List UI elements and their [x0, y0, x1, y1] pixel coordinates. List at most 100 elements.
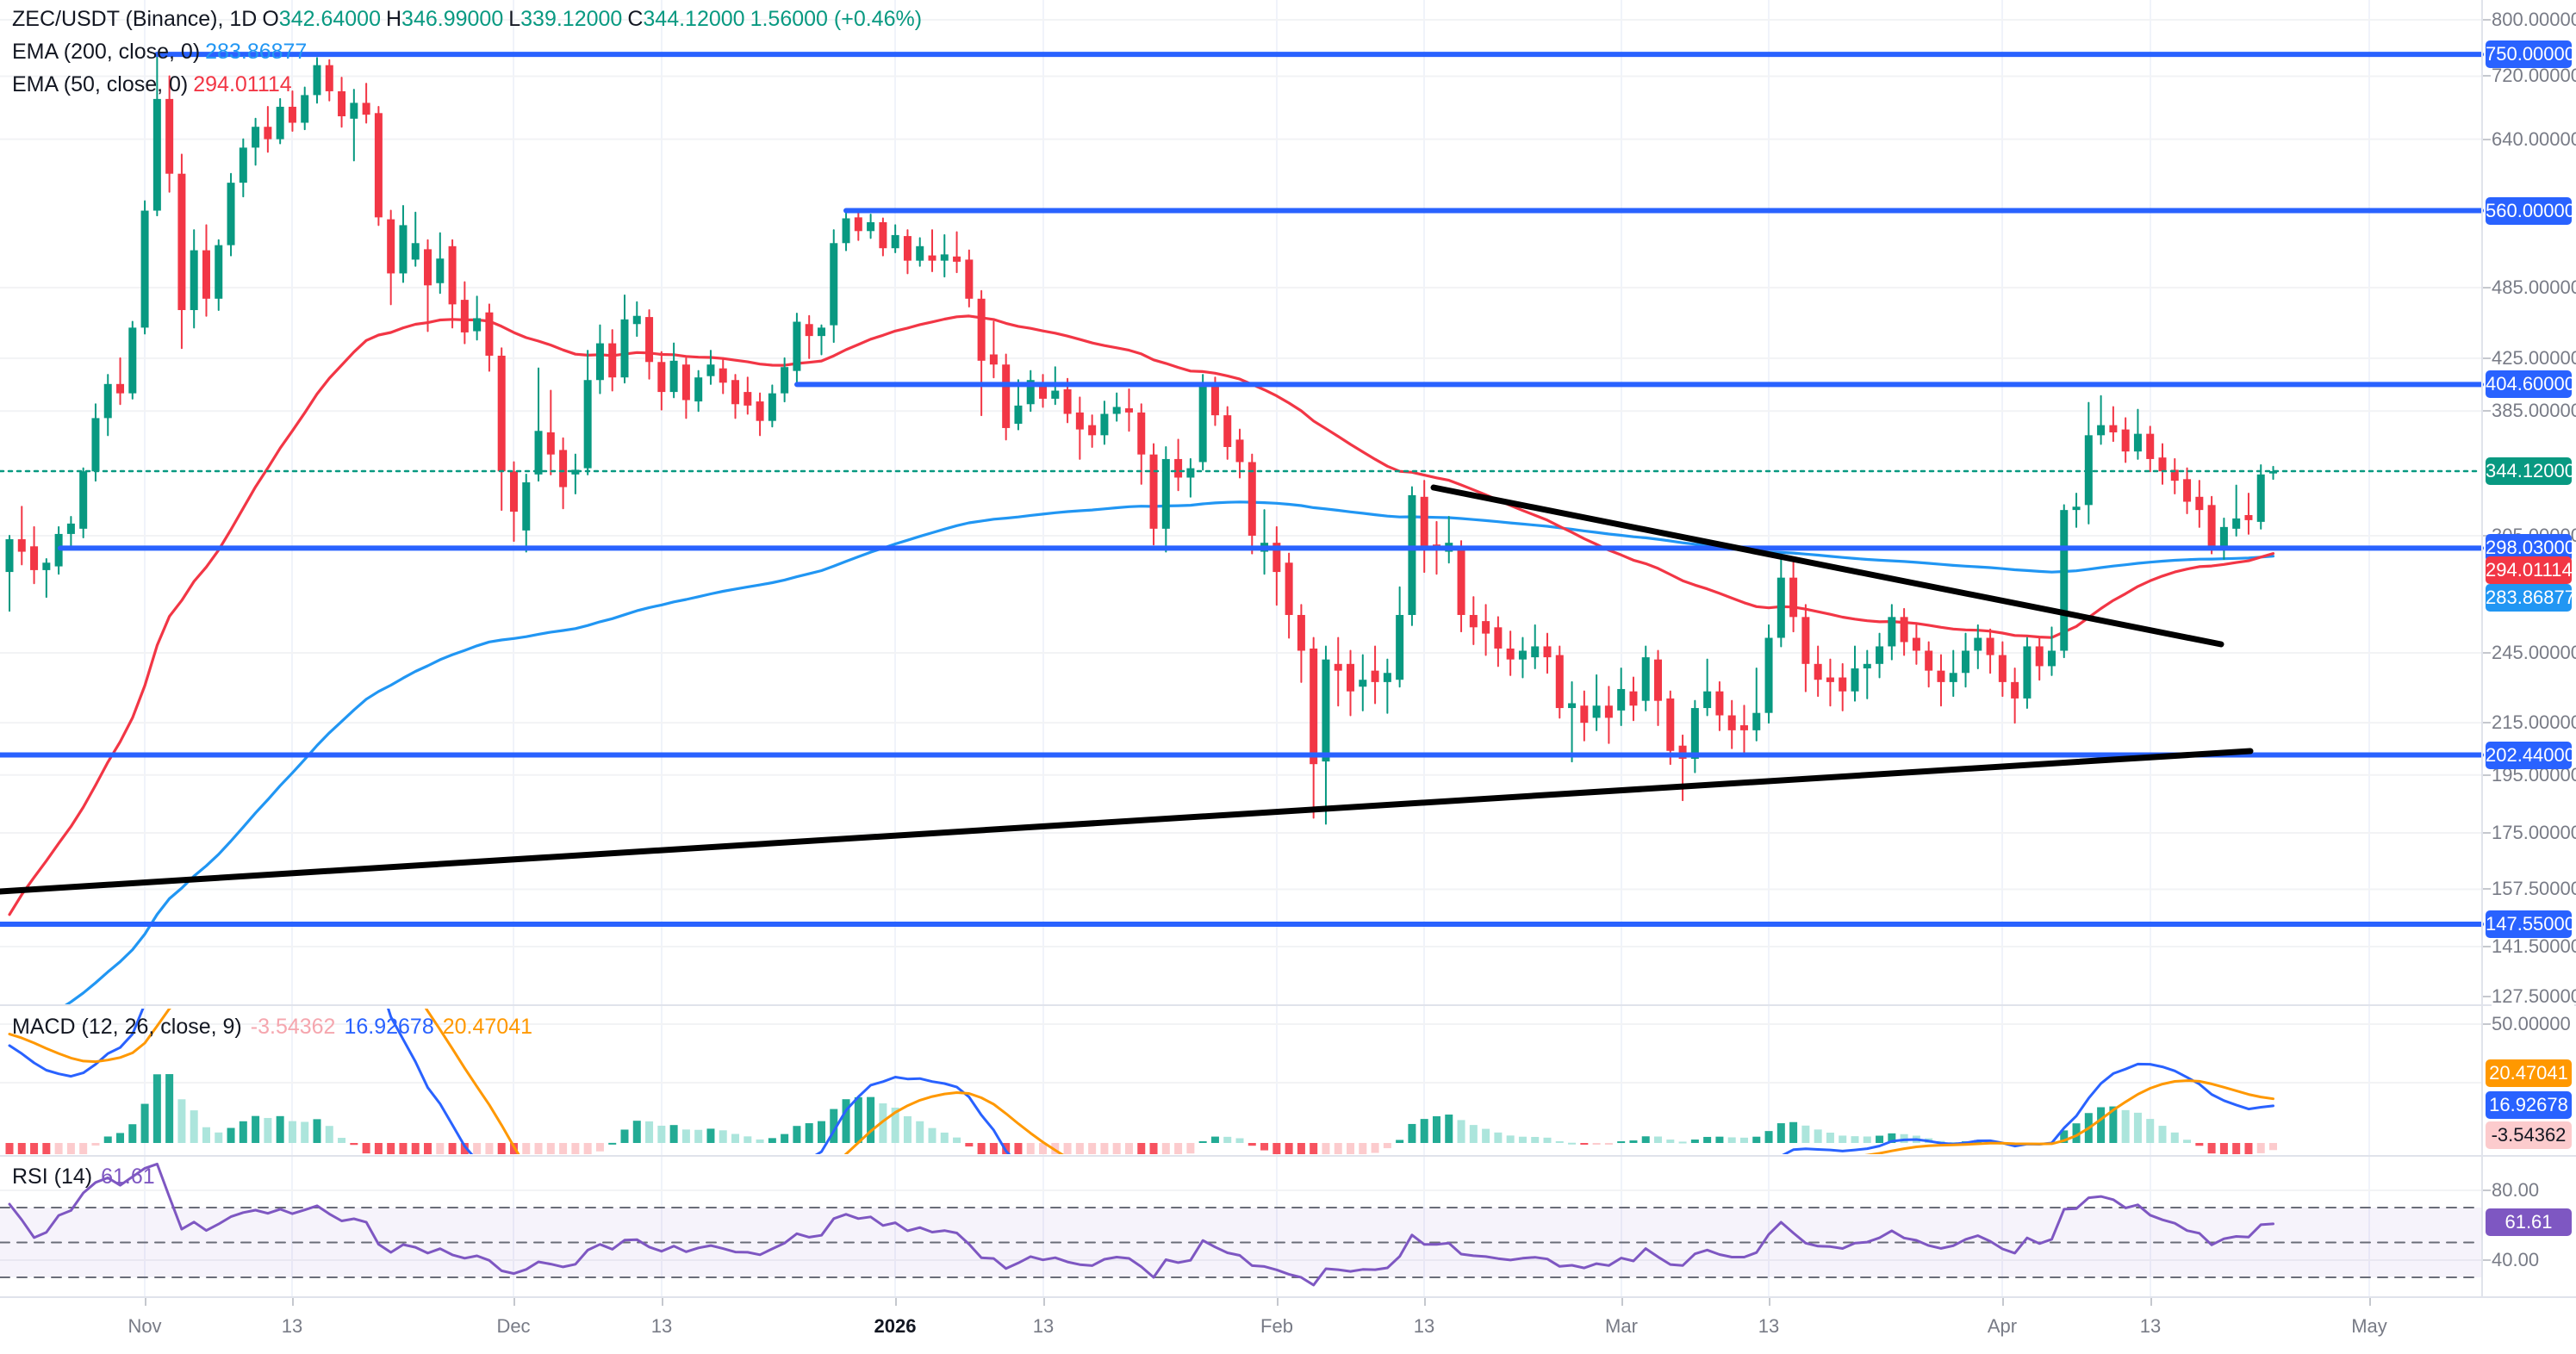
- ohlc-field-label: O: [262, 7, 279, 31]
- price-badge: 404.60000: [2486, 370, 2575, 399]
- time-tick-label: 13: [281, 1315, 303, 1337]
- price-tick-label: 157.50000: [2492, 876, 2576, 903]
- price-badge: 750.00000: [2486, 40, 2575, 69]
- macd-title-row[interactable]: MACD (12, 26, close, 9) -3.54362 16.92678 2…: [12, 1015, 550, 1040]
- ema200-row[interactable]: EMA (200, close, 0) 283.86877: [12, 40, 932, 65]
- time-tick: [513, 1298, 515, 1306]
- time-tick-label: 13: [650, 1315, 673, 1337]
- time-tick: [662, 1298, 663, 1306]
- time-tick-label: Dec: [496, 1315, 531, 1337]
- symbol-row[interactable]: ZEC/USDT (Binance), 1D O342.64000 H346.990…: [12, 7, 932, 32]
- rsi-tick-label: 40.00: [2492, 1247, 2574, 1273]
- price-tick-label: 720.00000: [2492, 63, 2576, 90]
- ohlc-field-value: 342.64000: [278, 7, 381, 31]
- rsi-label: RSI (14): [12, 1165, 93, 1189]
- macd-badge: 20.47041: [2486, 1059, 2572, 1087]
- axis-tick: [2483, 1259, 2491, 1261]
- ema200-label: EMA (200, close, 0): [12, 40, 201, 64]
- time-tick-label: 13: [1032, 1315, 1055, 1337]
- time-tick: [1424, 1298, 1426, 1306]
- price-tick-label: 425.00000: [2492, 345, 2576, 371]
- time-tick: [895, 1298, 897, 1306]
- ema50-row[interactable]: EMA (50, close, 0) 294.01114: [12, 72, 932, 97]
- macd-value: 16.92678: [344, 1015, 434, 1039]
- macd-label: MACD (12, 26, close, 9): [12, 1015, 242, 1039]
- ohlc-field-label: L: [508, 7, 521, 31]
- price-tick-label: 175.00000: [2492, 820, 2576, 846]
- price-tick-label: 141.50000: [2492, 933, 2576, 960]
- price-tick-label: 215.00000: [2492, 710, 2576, 736]
- macd-badge: -3.54362: [2486, 1121, 2572, 1149]
- axis-tick: [2483, 410, 2491, 413]
- price-tick-label: 640.00000: [2492, 126, 2576, 152]
- axis-tick: [2483, 652, 2491, 654]
- chart-legend: ZEC/USDT (Binance), 1D O342.64000 H346.990…: [12, 7, 932, 105]
- time-tick-label: Mar: [1605, 1315, 1638, 1337]
- price-badge: 202.44000: [2486, 741, 2575, 769]
- price-tick-label: 127.50000: [2492, 984, 2576, 1009]
- time-tick-label: 13: [1758, 1315, 1780, 1337]
- time-tick: [1621, 1298, 1623, 1306]
- time-tick: [145, 1298, 146, 1306]
- time-tick: [2150, 1298, 2152, 1306]
- rsi-value: 61.61: [101, 1165, 155, 1189]
- ema50-value: 294.01114: [193, 72, 292, 96]
- time-tick: [292, 1298, 294, 1306]
- time-tick: [1043, 1298, 1045, 1306]
- price-tick-label: 485.00000: [2492, 274, 2576, 301]
- ohlc-field-label: H: [385, 7, 402, 31]
- axis-tick: [2483, 773, 2491, 776]
- axis-tick: [2483, 1189, 2491, 1191]
- time-tick-label: Nov: [128, 1315, 162, 1337]
- axis-tick: [2483, 138, 2491, 140]
- price-badge: 294.01114: [2486, 556, 2573, 584]
- price-tick-label: 385.00000: [2492, 398, 2576, 425]
- ema200-value: 283.86877: [205, 40, 308, 64]
- price-badge: 560.00000: [2486, 196, 2575, 225]
- time-tick: [1277, 1298, 1279, 1306]
- ohlc-field-value: 339.12000: [520, 7, 623, 31]
- time-tick: [1769, 1298, 1770, 1306]
- macd-tick-label: 50.00000: [2492, 1011, 2574, 1037]
- axis-tick: [2483, 75, 2491, 78]
- rsi-title-row[interactable]: RSI (14) 61.61: [12, 1165, 164, 1189]
- price-badge: 283.86877: [2486, 584, 2575, 612]
- axis-tick: [2483, 888, 2491, 891]
- rsi-tick-label: 80.00: [2492, 1177, 2574, 1203]
- price-badge: 344.12000: [2486, 457, 2575, 485]
- price-tick-label: 245.00000: [2492, 640, 2576, 666]
- ohlc-field-label: C: [627, 7, 644, 31]
- price-tick-label: 800.00000: [2492, 7, 2576, 33]
- axis-tick: [2483, 945, 2491, 947]
- time-axis[interactable]: Nov 13 Dec 13 2026 13 Feb 13 Mar 13 Apr 13 May: [0, 1296, 2576, 1354]
- axis-tick: [2483, 1023, 2491, 1025]
- axis-tick: [2483, 996, 2491, 997]
- time-tick-label: Apr: [1987, 1315, 2018, 1337]
- macd-value: -3.54362: [250, 1015, 336, 1039]
- rsi-badge: 61.61: [2486, 1208, 2572, 1236]
- ema50-label: EMA (50, close, 0): [12, 72, 189, 96]
- time-tick-label: 2026: [874, 1315, 917, 1337]
- symbol-title: ZEC/USDT (Binance), 1D: [12, 7, 258, 31]
- price-axis[interactable]: 800.00000 720.00000 640.00000 485.00000 425.…: [2481, 0, 2576, 1354]
- axis-tick: [2483, 357, 2491, 359]
- ohlc-field-value: 346.99000: [401, 7, 504, 31]
- time-tick-label: Feb: [1260, 1315, 1293, 1337]
- axis-tick: [2483, 722, 2491, 724]
- time-tick: [2002, 1298, 2004, 1306]
- price-badge: 147.55000: [2486, 910, 2575, 938]
- axis-tick: [2483, 832, 2491, 834]
- macd-badge: 16.92678: [2486, 1091, 2572, 1119]
- time-tick-label: 13: [2139, 1315, 2162, 1337]
- macd-value: 20.47041: [442, 1015, 533, 1039]
- ohlc-readout: O342.64000 H346.99000 L339.12000 C344.12000…: [262, 7, 927, 31]
- axis-tick: [2483, 286, 2491, 289]
- ohlc-field-value: 344.12000: [643, 7, 745, 31]
- change-readout: 1.56000 (+0.46%): [750, 7, 923, 31]
- time-tick-label: 13: [1413, 1315, 1435, 1337]
- time-tick: [2369, 1298, 2371, 1306]
- axis-tick: [2483, 19, 2491, 21]
- time-tick-label: May: [2351, 1315, 2387, 1337]
